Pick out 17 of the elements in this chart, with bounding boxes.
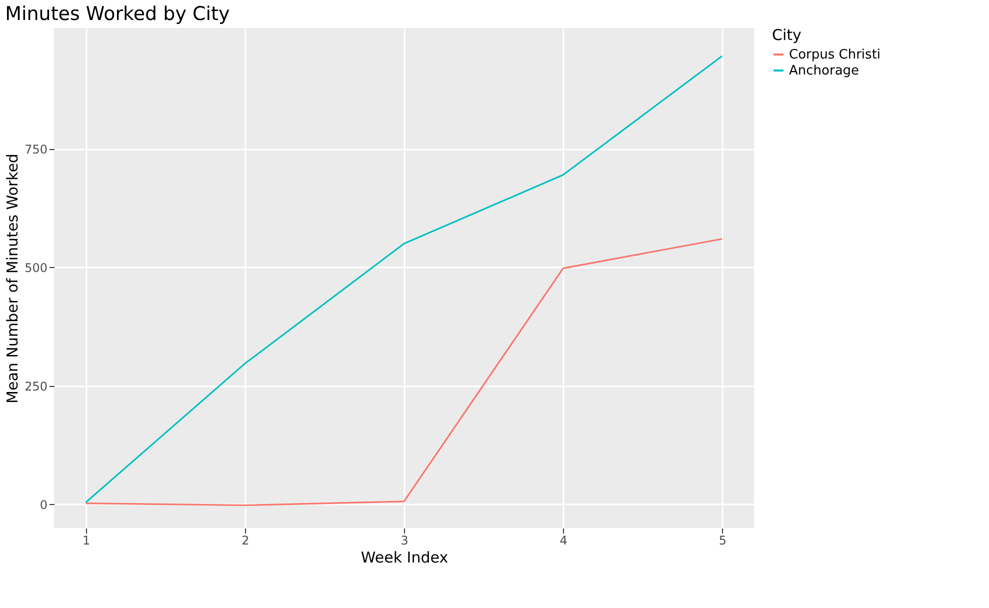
y-axis-title: Mean Number of Minutes Worked xyxy=(4,154,22,404)
legend-label: Anchorage xyxy=(789,64,860,78)
x-tick-label: 1 xyxy=(82,534,90,548)
legend-label: Corpus Christi xyxy=(789,48,881,62)
y-tick-label: 750 xyxy=(24,142,48,156)
x-tick-label: 5 xyxy=(718,534,726,548)
line-series xyxy=(85,238,723,506)
y-tick-label: 0 xyxy=(40,498,48,512)
line-series xyxy=(85,55,723,504)
chart-title: Minutes Worked by City xyxy=(5,3,230,25)
y-tick-label: 500 xyxy=(24,260,48,275)
y-tick-label: 250 xyxy=(24,379,48,394)
x-tick-label: 3 xyxy=(400,534,408,548)
legend-title: City xyxy=(772,26,802,44)
x-axis-title: Week Index xyxy=(360,548,448,566)
x-tick-label: 4 xyxy=(560,534,568,548)
x-tick-label: 2 xyxy=(242,534,250,548)
